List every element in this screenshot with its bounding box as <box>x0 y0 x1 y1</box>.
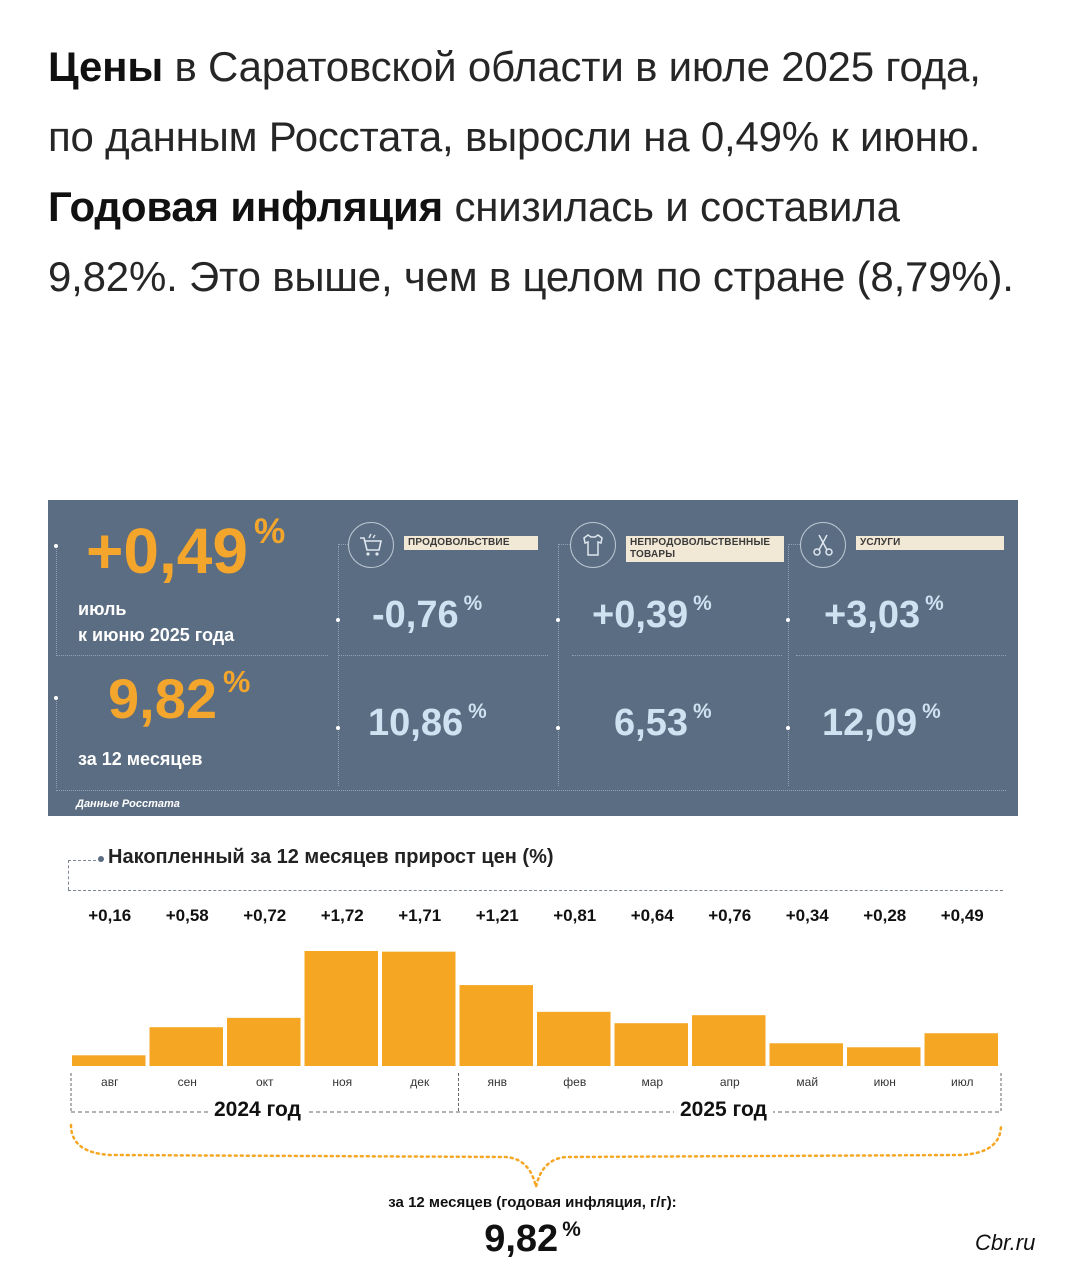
bar-сен <box>149 1027 223 1066</box>
tick-label-июн: июн <box>874 1075 896 1089</box>
bar-апр <box>692 1015 766 1066</box>
annual-inflation-footer-value: 9,82% <box>484 1218 581 1260</box>
services-annual-value: 12,09% <box>822 700 941 744</box>
headline-text-1: в Саратовской области в июле 2025 года, … <box>48 43 981 160</box>
tick-label-мар: мар <box>641 1075 663 1089</box>
tick-label-июл: июл <box>951 1075 973 1089</box>
shopping-basket-icon <box>348 522 394 568</box>
headline-bold-prices: Цены <box>48 43 163 90</box>
clothes-icon <box>570 522 616 568</box>
inflation-summary-panel: +0,49% июль к июню 2025 года 9,82% за 12… <box>48 500 1018 816</box>
food-annual-value: 10,86% <box>368 700 487 744</box>
category-food-label: ПРОДОВОЛЬСТВИЕ <box>404 536 538 550</box>
category-nonfood-label: НЕПРОДОВОЛЬСТВЕННЫЕ ТОВАРЫ <box>626 536 784 562</box>
tick-label-апр: апр <box>720 1075 740 1089</box>
nonfood-annual-value: 6,53% <box>614 700 712 744</box>
chart-title: Накопленный за 12 месяцев прирост цен (%… <box>108 846 554 868</box>
bar-окт <box>227 1017 301 1066</box>
bar-май <box>769 1043 843 1066</box>
legend-dot <box>98 856 104 862</box>
data-label-июн: +0,28 <box>863 906 906 925</box>
data-label-май: +0,34 <box>786 906 830 925</box>
bar-дек <box>382 951 456 1066</box>
year-label-2025: 2025 год <box>674 1098 773 1122</box>
headline: Цены в Саратовской области в июле 2025 г… <box>48 32 1018 312</box>
data-label-апр: +0,76 <box>708 906 751 925</box>
tick-label-янв: янв <box>488 1075 508 1089</box>
tick-label-май: май <box>796 1075 818 1089</box>
tick-label-дек: дек <box>410 1075 430 1089</box>
year-brace <box>69 1123 1003 1188</box>
data-label-фев: +0,81 <box>553 906 596 925</box>
monthly-inflation-value: +0,49% <box>86 512 286 587</box>
bar-янв <box>459 985 533 1066</box>
tick-label-авг: авг <box>101 1075 119 1089</box>
bar-фев <box>537 1011 611 1066</box>
tick-label-ноя: ноя <box>332 1075 352 1089</box>
data-label-мар: +0,64 <box>631 906 675 925</box>
bar-июн <box>847 1047 921 1066</box>
headline-text-2: снизилась и составила 9,82%. Это выше, ч… <box>48 183 1014 300</box>
bar-ноя <box>304 951 378 1066</box>
source-note: Данные Росстата <box>76 798 180 810</box>
food-monthly-value: -0,76% <box>372 592 483 636</box>
bar-авг <box>72 1055 146 1066</box>
data-label-ноя: +1,72 <box>321 906 364 925</box>
scissors-icon <box>800 522 846 568</box>
bar-июл <box>924 1033 998 1066</box>
annual-inflation-value: 9,82% <box>108 664 251 730</box>
annual-inflation-footer-label: за 12 месяцев (годовая инфляция, г/г): <box>388 1194 677 1211</box>
source-watermark: Cbr.ru <box>975 1230 1036 1255</box>
data-label-июл: +0,49 <box>941 906 984 925</box>
tick-label-сен: сен <box>178 1075 197 1089</box>
bar-мар <box>614 1023 688 1066</box>
nonfood-monthly-value: +0,39% <box>592 592 712 636</box>
data-label-дек: +1,71 <box>398 906 441 925</box>
monthly-inflation-label: июль к июню 2025 года <box>78 599 235 645</box>
data-label-сен: +0,58 <box>166 906 209 925</box>
services-monthly-value: +3,03% <box>824 592 944 636</box>
data-label-авг: +0,16 <box>88 906 131 925</box>
category-services-label: УСЛУГИ <box>856 536 1004 550</box>
data-label-окт: +0,72 <box>243 906 286 925</box>
annual-inflation-label: за 12 месяцев <box>78 749 203 769</box>
data-label-янв: +1,21 <box>476 906 519 925</box>
headline-bold-inflation: Годовая инфляция <box>48 183 443 230</box>
year-label-2024: 2024 год <box>208 1098 307 1122</box>
tick-label-фев: фев <box>563 1075 586 1089</box>
monthly-price-growth-chart: +0,16 авг +0,58 сен +0,72 окт +1,72 ноя +1,71 дек… <box>69 906 1003 1188</box>
tick-label-окт: окт <box>256 1075 274 1089</box>
